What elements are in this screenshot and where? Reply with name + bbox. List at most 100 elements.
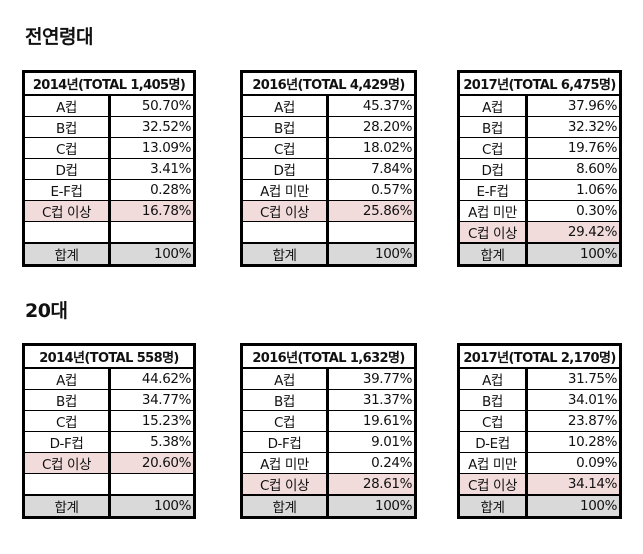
- total-label: 합계: [241, 494, 329, 518]
- table-row: A컵 45.37%: [241, 94, 416, 117]
- row-label: B컵: [23, 116, 111, 138]
- total-value: 100%: [526, 494, 621, 518]
- total-label: 합계: [23, 242, 111, 266]
- total-value: 100%: [327, 494, 416, 518]
- row-value: 3.41%: [109, 158, 195, 180]
- table-row: A컵 50.70%: [23, 94, 195, 117]
- row-value: 32.52%: [109, 116, 195, 138]
- highlight-row: C컵 이상 20.60%: [23, 452, 195, 474]
- row-value: 44.62%: [109, 367, 195, 390]
- row-value: 10.28%: [526, 431, 621, 453]
- table-all-ages-2016: 2016년(TOTAL 4,429명) A컵 45.37% B컵 28.20% C컵…: [240, 70, 417, 267]
- row-label: B컵: [23, 389, 111, 411]
- row-label: A컵: [458, 94, 528, 117]
- table-row: C컵 19.76%: [458, 137, 621, 159]
- row-label: C컵: [23, 410, 111, 432]
- table-header: 2016년(TOTAL 1,632명): [241, 344, 416, 369]
- table-header: 2014년(TOTAL 1,405명): [23, 71, 195, 96]
- row-value: 34.14%: [526, 473, 621, 495]
- table-row: B컵 32.52%: [23, 116, 195, 138]
- row-label: E-F컵: [23, 179, 111, 201]
- table-row: A컵 미만 0.24%: [241, 452, 416, 474]
- total-label: 합계: [23, 494, 111, 518]
- total-value: 100%: [526, 242, 621, 266]
- row-label: C컵 이상: [23, 452, 111, 474]
- table-row: A컵 미만 0.57%: [241, 179, 416, 201]
- section-title-all-ages: 전연령대: [25, 26, 93, 48]
- table-row: A컵 44.62%: [23, 367, 195, 390]
- row-value: 5.38%: [109, 431, 195, 453]
- row-value: 13.09%: [109, 137, 195, 159]
- row-value: 29.42%: [526, 221, 621, 243]
- row-label: A컵: [241, 94, 329, 117]
- table-row: C컵 18.02%: [241, 137, 416, 159]
- row-value: 19.76%: [526, 137, 621, 159]
- row-label: C컵: [241, 410, 329, 432]
- highlight-row: C컵 이상 34.14%: [458, 473, 621, 495]
- table-row: C컵 23.87%: [458, 410, 621, 432]
- table-row: A컵 미만 0.09%: [458, 452, 621, 474]
- row-label: D-F컵: [241, 431, 329, 453]
- empty-row: [23, 473, 195, 495]
- table-row: D-F컵 9.01%: [241, 431, 416, 453]
- table-row: D컵 7.84%: [241, 158, 416, 180]
- row-label: C컵 이상: [241, 200, 329, 222]
- row-value: 25.86%: [327, 200, 416, 222]
- row-label: A컵: [458, 367, 528, 390]
- table-row: A컵 미만 0.30%: [458, 200, 621, 222]
- row-value: 0.09%: [526, 452, 621, 474]
- row-value: 0.24%: [327, 452, 416, 474]
- table-all-ages-2017: 2017년(TOTAL 6,475명) A컵 37.96% B컵 32.32% C컵…: [457, 70, 622, 267]
- row-label: B컵: [241, 116, 329, 138]
- table-row: E-F컵 1.06%: [458, 179, 621, 201]
- row-label: B컵: [458, 389, 528, 411]
- row-label: A컵: [241, 367, 329, 390]
- row-value: 23.87%: [526, 410, 621, 432]
- table-20s-2016: 2016년(TOTAL 1,632명) A컵 39.77% B컵 31.37% C컵…: [240, 343, 417, 519]
- total-value: 100%: [109, 494, 195, 518]
- total-row: 합계 100%: [23, 494, 195, 518]
- table-row: B컵 32.32%: [458, 116, 621, 138]
- row-label: D컵: [241, 158, 329, 180]
- highlight-row: C컵 이상 16.78%: [23, 200, 195, 222]
- section-title-20s: 20대: [25, 300, 68, 322]
- highlight-row: C컵 이상 25.86%: [241, 200, 416, 222]
- table-row: B컵 31.37%: [241, 389, 416, 411]
- row-value: 45.37%: [327, 94, 416, 117]
- row-label: D컵: [23, 158, 111, 180]
- highlight-row: C컵 이상 29.42%: [458, 221, 621, 243]
- table-row: C컵 19.61%: [241, 410, 416, 432]
- table-row: E-F컵 0.28%: [23, 179, 195, 201]
- row-label: C컵: [458, 410, 528, 432]
- row-value: [327, 221, 416, 243]
- empty-row: [23, 221, 195, 243]
- row-label: A컵 미만: [241, 452, 329, 474]
- highlight-row: C컵 이상 28.61%: [241, 473, 416, 495]
- row-label: D-F컵: [23, 431, 111, 453]
- total-row: 합계 100%: [241, 242, 416, 266]
- total-row: 합계 100%: [458, 242, 621, 266]
- row-label: C컵: [241, 137, 329, 159]
- row-value: 8.60%: [526, 158, 621, 180]
- row-label: A컵 미만: [241, 179, 329, 201]
- row-label: C컵 이상: [458, 221, 528, 243]
- row-value: [109, 221, 195, 243]
- table-header: 2014년(TOTAL 558명): [23, 344, 195, 369]
- row-value: 0.30%: [526, 200, 621, 222]
- table-row: D컵 3.41%: [23, 158, 195, 180]
- empty-row: [241, 221, 416, 243]
- total-row: 합계 100%: [241, 494, 416, 518]
- row-value: 31.37%: [327, 389, 416, 411]
- row-label: B컵: [241, 389, 329, 411]
- row-value: 31.75%: [526, 367, 621, 390]
- total-label: 합계: [241, 242, 329, 266]
- table-row: D-F컵 5.38%: [23, 431, 195, 453]
- row-label: A컵: [23, 367, 111, 390]
- row-value: 34.01%: [526, 389, 621, 411]
- row-value: 16.78%: [109, 200, 195, 222]
- row-value: 0.57%: [327, 179, 416, 201]
- row-value: 37.96%: [526, 94, 621, 117]
- row-value: 7.84%: [327, 158, 416, 180]
- table-row: C컵 15.23%: [23, 410, 195, 432]
- row-label: C컵: [23, 137, 111, 159]
